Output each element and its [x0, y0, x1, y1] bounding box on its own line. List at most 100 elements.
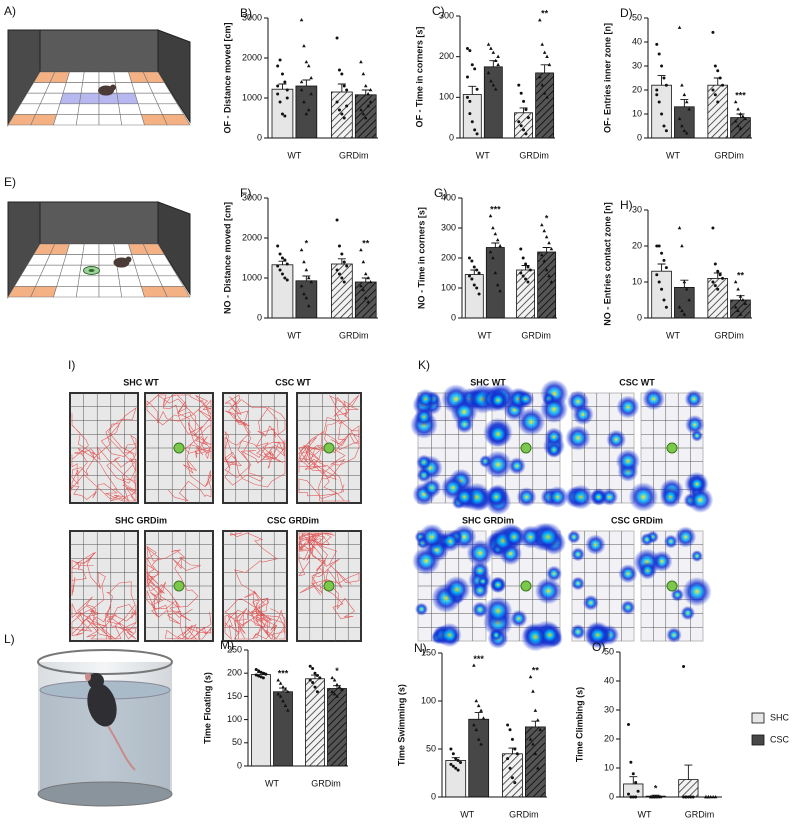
data-point [677, 116, 682, 121]
data-point [306, 64, 311, 68]
data-point [736, 287, 740, 291]
data-point [304, 60, 309, 64]
heat-blob [502, 525, 526, 549]
heatmap-image [410, 384, 498, 512]
data-point [456, 768, 460, 772]
data-point [733, 119, 738, 123]
data-point [257, 674, 261, 678]
floor-cell [53, 114, 79, 126]
data-point [538, 727, 542, 732]
data-point [549, 247, 554, 251]
floor-cell [65, 243, 85, 255]
data-point [542, 259, 547, 263]
data-point [713, 93, 717, 97]
bar [251, 674, 271, 767]
data-point [716, 269, 720, 273]
data-point [261, 671, 265, 675]
data-point [470, 259, 474, 263]
y-tick-label: 2000 [242, 52, 262, 62]
data-point [306, 304, 311, 308]
heatmap-image [633, 526, 712, 643]
panel-label: N) [414, 641, 427, 655]
data-point [304, 268, 309, 272]
data-point [736, 107, 740, 111]
data-point [528, 268, 532, 272]
object [323, 580, 335, 592]
data-point [278, 100, 282, 104]
object [666, 580, 678, 592]
y-tick-label: 200 [227, 668, 242, 678]
y-tick-label: 0 [257, 312, 262, 322]
data-point [522, 128, 526, 132]
data-point [315, 674, 319, 678]
y-tick-label: 30 [604, 704, 614, 714]
bar-chart: O) Time Climbing (s) 0 10 20 30 40 50 WT * GRDim SH… [574, 640, 789, 819]
data-point [467, 274, 471, 278]
data-point [276, 244, 280, 248]
data-point [538, 18, 542, 22]
heat-blob [582, 594, 599, 611]
data-point [340, 72, 344, 76]
data-point [477, 271, 481, 275]
data-point [278, 268, 282, 272]
floor-cell [62, 82, 83, 94]
significance: *** [278, 669, 289, 679]
data-point [721, 83, 725, 87]
data-point [524, 132, 528, 136]
floor-cell [118, 103, 142, 115]
data-point [486, 70, 491, 75]
data-point [359, 248, 363, 252]
heat-blob [570, 624, 586, 640]
heat-blob [546, 485, 569, 509]
heat-blob [415, 388, 436, 410]
image-title: CSC GRDim [267, 515, 319, 525]
data-point [283, 114, 287, 118]
data-point [363, 116, 368, 120]
tracking-image [296, 392, 362, 504]
bar [273, 691, 293, 767]
error-bar [531, 720, 540, 727]
data-point [283, 276, 287, 280]
y-tick-label: 0 [637, 312, 642, 322]
data-point [547, 274, 551, 278]
data-point [361, 72, 366, 76]
data-point [493, 58, 498, 63]
data-point [311, 680, 315, 684]
legend-swatch [751, 734, 765, 746]
heat-blob [533, 522, 563, 552]
data-point [286, 689, 290, 694]
bar [678, 779, 699, 798]
data-point [280, 256, 284, 260]
data-point [531, 742, 535, 746]
error-bar [540, 64, 549, 73]
x-tick-label: WT [666, 330, 680, 340]
data-point [366, 300, 370, 304]
data-point [664, 83, 668, 87]
data-point [475, 268, 479, 272]
y-tick-label: 30 [632, 60, 642, 70]
data-point [304, 112, 309, 116]
bar [327, 688, 347, 767]
data-point [657, 280, 661, 284]
data-point [655, 42, 659, 46]
object [520, 442, 532, 454]
x-tick-label: WT [265, 778, 279, 788]
data-point [738, 126, 743, 130]
data-point [677, 305, 682, 309]
y-tick-label: 0 [431, 791, 436, 801]
data-point [517, 120, 521, 124]
data-point [680, 244, 684, 248]
panel-label: F) [240, 186, 251, 200]
data-point [510, 737, 514, 741]
data-point [684, 131, 689, 135]
error-bar [302, 79, 311, 86]
data-point [332, 678, 337, 682]
mouse-tail [107, 725, 136, 771]
panel-label: O) [592, 640, 605, 654]
data-point [470, 277, 474, 281]
data-point [718, 273, 722, 277]
data-point [738, 112, 743, 116]
x-tick-label: WT [666, 150, 680, 160]
bar [674, 106, 695, 139]
data-point [280, 72, 284, 76]
